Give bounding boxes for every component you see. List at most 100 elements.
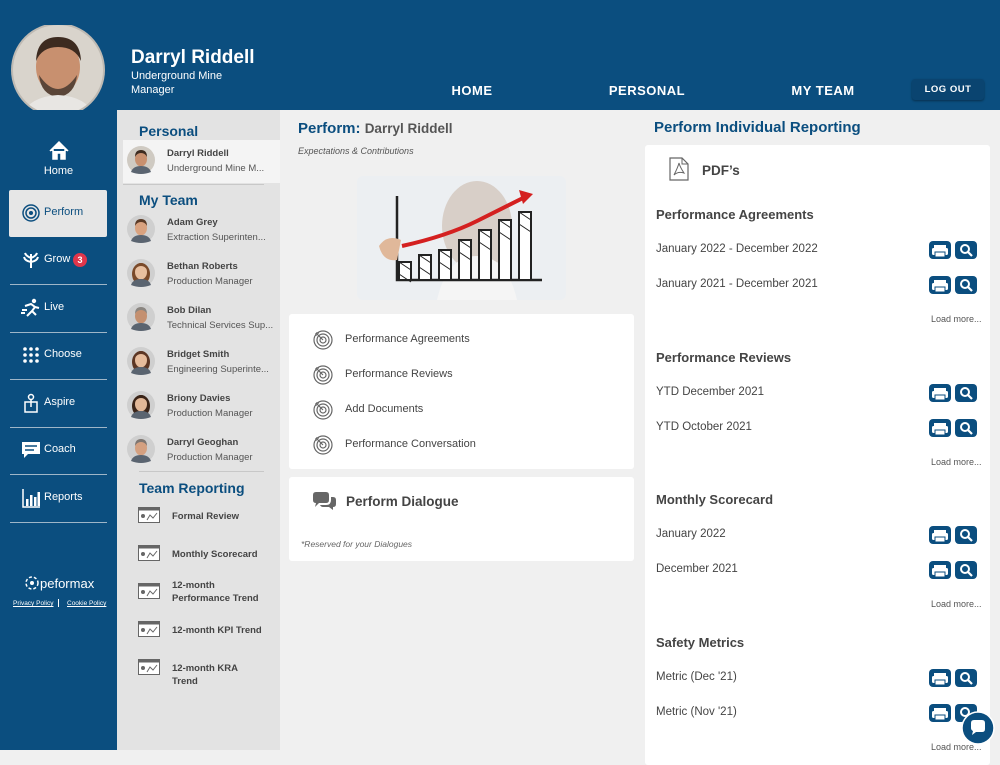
person-name[interactable]: Adam Grey bbox=[167, 217, 218, 228]
person-name[interactable]: Bethan Roberts bbox=[167, 261, 238, 272]
report-item: YTD October 2021 bbox=[656, 420, 752, 433]
search-icon bbox=[960, 279, 973, 292]
view-button[interactable] bbox=[955, 418, 977, 437]
target-icon[interactable] bbox=[313, 365, 333, 385]
sidebar-label[interactable]: Grow bbox=[44, 253, 71, 265]
person-name[interactable]: Bridget Smith bbox=[167, 349, 230, 360]
badge: 3 bbox=[73, 253, 87, 267]
sidebar-icon[interactable] bbox=[21, 250, 41, 270]
person-name[interactable]: Briony Davies bbox=[167, 393, 231, 404]
view-button[interactable] bbox=[955, 241, 977, 259]
report-link[interactable]: Formal Review bbox=[172, 511, 240, 522]
sidebar-icon[interactable] bbox=[21, 203, 41, 223]
print-button[interactable] bbox=[929, 383, 951, 402]
person-avatar bbox=[127, 259, 155, 287]
perform-link[interactable]: Performance Reviews bbox=[345, 368, 453, 380]
load-more[interactable]: Load more... bbox=[931, 599, 982, 610]
sidebar-icon[interactable] bbox=[21, 393, 41, 413]
report-item: January 2021 - December 2021 bbox=[656, 278, 818, 290]
view-button[interactable] bbox=[955, 669, 977, 688]
report-item: Metric (Dec '21) bbox=[656, 671, 737, 684]
person-name[interactable]: Darryl Riddell bbox=[167, 148, 229, 159]
person-avatar bbox=[127, 435, 155, 463]
sidebar-label[interactable]: Aspire bbox=[44, 396, 76, 408]
print-button[interactable] bbox=[929, 241, 951, 259]
person-role: Technical Services Sup... bbox=[167, 320, 274, 331]
logout-button[interactable]: LOG OUT bbox=[912, 79, 984, 100]
search-icon bbox=[960, 244, 973, 257]
report-icon[interactable] bbox=[138, 507, 160, 523]
report-icon[interactable] bbox=[138, 583, 160, 599]
chat-button[interactable] bbox=[961, 711, 995, 745]
section-heading: Personal bbox=[139, 123, 199, 139]
report-item: January 2022 - December 2022 bbox=[656, 243, 818, 255]
sidebar-label[interactable]: Choose bbox=[44, 348, 82, 360]
sidebar-icon[interactable] bbox=[21, 488, 41, 508]
perform-link[interactable]: Performance Agreements bbox=[345, 333, 470, 345]
report-icon[interactable] bbox=[138, 545, 160, 561]
person-name[interactable]: Darryl Geoghan bbox=[167, 437, 239, 448]
print-icon bbox=[932, 387, 948, 401]
nav-link[interactable]: HOME bbox=[451, 83, 493, 98]
user-name: Darryl Riddell bbox=[131, 47, 255, 68]
report-link[interactable]: 12-month KRA Trend bbox=[172, 663, 238, 687]
section-title: Performance Agreements bbox=[656, 207, 814, 222]
print-button[interactable] bbox=[929, 526, 951, 545]
load-more[interactable]: Load more... bbox=[931, 314, 982, 324]
perform-links-card: Performance Agreements Performance Review… bbox=[289, 314, 634, 469]
reporting-title: Perform Individual Reporting bbox=[654, 119, 861, 136]
report-link[interactable]: Monthly Scorecard bbox=[172, 549, 258, 560]
sidebar-icon[interactable] bbox=[21, 345, 41, 365]
view-button[interactable] bbox=[955, 526, 977, 545]
title-prefix: Perform: bbox=[298, 120, 361, 137]
target-icon[interactable] bbox=[313, 435, 333, 455]
sidebar-icon[interactable] bbox=[21, 440, 41, 460]
section-heading: Team Reporting bbox=[139, 480, 245, 496]
print-button[interactable] bbox=[929, 276, 951, 294]
nav-link[interactable]: MY TEAM bbox=[791, 83, 855, 98]
report-link[interactable]: 12-month KPI Trend bbox=[172, 625, 262, 636]
report-link[interactable]: 12-month Performance Trend bbox=[172, 580, 259, 604]
sidebar-label[interactable]: Reports bbox=[44, 491, 83, 503]
footer-link[interactable]: Cookie Policy bbox=[67, 600, 107, 607]
load-more[interactable]: Load more... bbox=[931, 456, 982, 467]
sidebar-label[interactable]: Coach bbox=[44, 443, 76, 455]
perform-link[interactable]: Add Documents bbox=[345, 403, 424, 415]
sidebar: Home Perform Grow 3 Live Choose Aspire Coach Rep… bbox=[0, 110, 117, 750]
separator bbox=[139, 471, 264, 472]
report-icon[interactable] bbox=[138, 621, 160, 637]
print-button[interactable] bbox=[929, 561, 951, 580]
home-icon[interactable] bbox=[48, 140, 70, 160]
target-icon[interactable] bbox=[313, 400, 333, 420]
print-button[interactable] bbox=[929, 669, 951, 688]
load-more[interactable]: Load more... bbox=[931, 742, 982, 753]
print-icon bbox=[932, 530, 948, 543]
separator bbox=[10, 522, 107, 523]
target-icon[interactable] bbox=[313, 330, 333, 350]
sidebar-label[interactable]: Live bbox=[44, 301, 65, 313]
sidebar-icon[interactable] bbox=[21, 298, 41, 318]
nav-link[interactable]: PERSONAL bbox=[608, 83, 686, 98]
view-button[interactable] bbox=[955, 276, 977, 294]
person-avatar bbox=[127, 215, 155, 243]
search-icon bbox=[960, 672, 973, 685]
view-button[interactable] bbox=[955, 383, 977, 402]
footer-link[interactable]: Privacy Policy bbox=[13, 600, 54, 607]
print-button[interactable] bbox=[929, 418, 951, 437]
report-icon[interactable] bbox=[138, 659, 160, 675]
sidebar-label[interactable]: Home bbox=[43, 165, 74, 177]
separator bbox=[123, 184, 264, 185]
view-button[interactable] bbox=[955, 561, 977, 580]
person-name[interactable]: Bob Dilan bbox=[167, 305, 212, 316]
sidebar-label[interactable]: Perform bbox=[44, 206, 84, 218]
perform-link[interactable]: Performance Conversation bbox=[345, 438, 476, 450]
person-role: Production Manager bbox=[167, 276, 253, 287]
print-icon bbox=[932, 708, 948, 721]
header: Darryl Riddell Underground Mine Manager … bbox=[0, 0, 1000, 115]
person-role: Production Manager bbox=[167, 452, 253, 463]
report-item: January 2022 bbox=[656, 528, 726, 541]
perform-title: Perform: Darryl Riddell bbox=[298, 120, 452, 137]
print-button[interactable] bbox=[929, 704, 951, 723]
section-title: Monthly Scorecard bbox=[656, 492, 774, 508]
